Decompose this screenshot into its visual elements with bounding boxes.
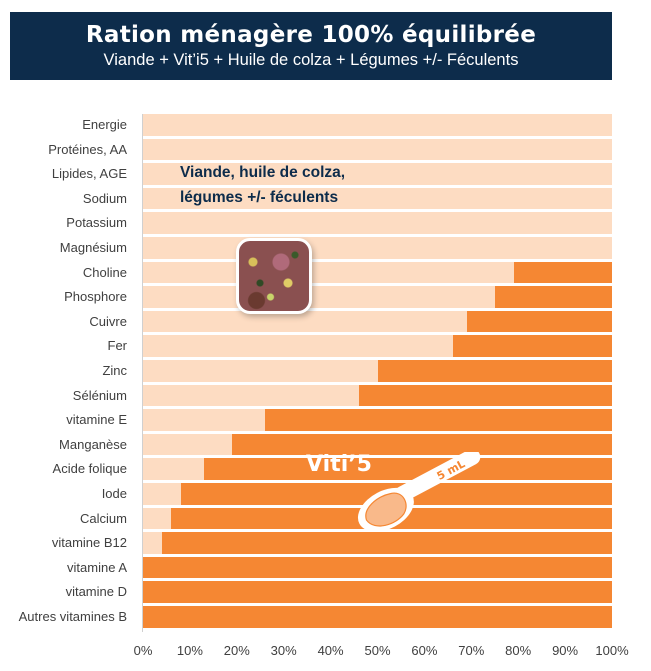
y-axis-label: Iode: [101, 486, 127, 501]
chart-title: Ration ménagère 100% équilibrée: [85, 22, 537, 48]
supplement-segment: [494, 286, 612, 308]
y-axis-label: Protéines, AA: [48, 141, 127, 157]
food-photo-icon: [236, 238, 312, 314]
title-banner: Ration ménagère 100% équilibrée Viande +…: [10, 12, 612, 80]
supplement-segment: [264, 409, 612, 431]
y-axis-label: Cuivre: [89, 313, 127, 329]
y-axis-label: Lipides, AGE: [51, 166, 127, 182]
bar-row: [143, 138, 612, 161]
supplement-segment: [203, 458, 612, 480]
bar-row: [143, 360, 612, 382]
y-axis-label: Choline: [82, 264, 127, 280]
bar-row: [143, 532, 612, 554]
x-axis-tick: 40%: [317, 643, 344, 658]
x-axis-tick: 30%: [270, 643, 297, 658]
x-axis-tick: 20%: [223, 643, 250, 658]
supplement-segment: [143, 581, 612, 603]
bar-row: [143, 433, 612, 456]
base-ration-annotation: Viande, huile de colza, légumes +/- fécu…: [180, 160, 345, 210]
supplement-label: Viti’5: [306, 452, 372, 477]
x-axis-tick: 90%: [552, 643, 579, 658]
supplement-segment: [466, 310, 612, 333]
y-axis-line: [142, 114, 143, 632]
supplement-segment: [377, 360, 612, 382]
bar-row: [143, 384, 612, 407]
y-axis-label: Autres vitamines B: [18, 609, 127, 624]
supplement-segment: [143, 606, 612, 628]
bar-row: [143, 335, 612, 357]
y-axis-label: Calcium: [80, 510, 127, 526]
supplement-segment: [513, 261, 612, 284]
bar-row: [143, 114, 612, 136]
bar-row: [143, 212, 612, 234]
bar-row: [143, 310, 612, 333]
bar-row: [143, 261, 612, 284]
supplement-segment: [143, 556, 612, 579]
bar-row: [143, 187, 612, 210]
supplement-segment: [232, 433, 612, 456]
measuring-spoon-icon: 5 mL: [357, 452, 481, 532]
y-axis-label: Energie: [82, 117, 127, 132]
x-axis-tick: 50%: [364, 643, 391, 658]
x-axis-tick: 60%: [411, 643, 438, 658]
bar-row: [143, 581, 612, 603]
bar-row: [143, 556, 612, 579]
bar-row: [143, 286, 612, 308]
y-axis-label: Sodium: [82, 190, 127, 206]
x-axis-tick: 80%: [505, 643, 532, 658]
x-axis-tick: 70%: [458, 643, 485, 658]
y-axis-label: Potassium: [66, 215, 127, 231]
y-axis-label: vitamine A: [67, 559, 127, 575]
base-annotation-line1: Viande, huile de colza,: [180, 164, 346, 181]
y-axis-label: Acide folique: [52, 461, 127, 477]
y-axis-label: vitamine B12: [51, 535, 127, 551]
bar-row: [143, 458, 612, 480]
bar-row: [143, 606, 612, 628]
y-axis-label: Fer: [107, 338, 128, 354]
y-axis-label: Magnésium: [59, 240, 127, 255]
base-annotation-line2: légumes +/- féculents: [180, 189, 339, 206]
y-axis-label: Zinc: [102, 363, 127, 378]
y-axis-label: vitamine E: [66, 412, 127, 428]
bar-row: [143, 163, 612, 185]
bar-row: [143, 409, 612, 431]
supplement-segment: [358, 384, 612, 407]
y-axis-label: vitamine D: [65, 584, 127, 600]
x-axis-tick: 100%: [595, 643, 629, 658]
y-axis-label: Phosphore: [64, 289, 127, 305]
bar-row: [143, 237, 612, 259]
supplement-segment: [452, 335, 612, 357]
y-axis-label: Sélénium: [72, 387, 127, 403]
chart-subtitle: Viande + Vit’i5 + Huile de colza + Légum…: [103, 51, 519, 69]
x-axis-tick: 0%: [133, 643, 153, 658]
y-axis-label: Manganèse: [59, 436, 127, 452]
supplement-segment: [161, 532, 612, 554]
x-axis-tick: 10%: [176, 643, 203, 658]
